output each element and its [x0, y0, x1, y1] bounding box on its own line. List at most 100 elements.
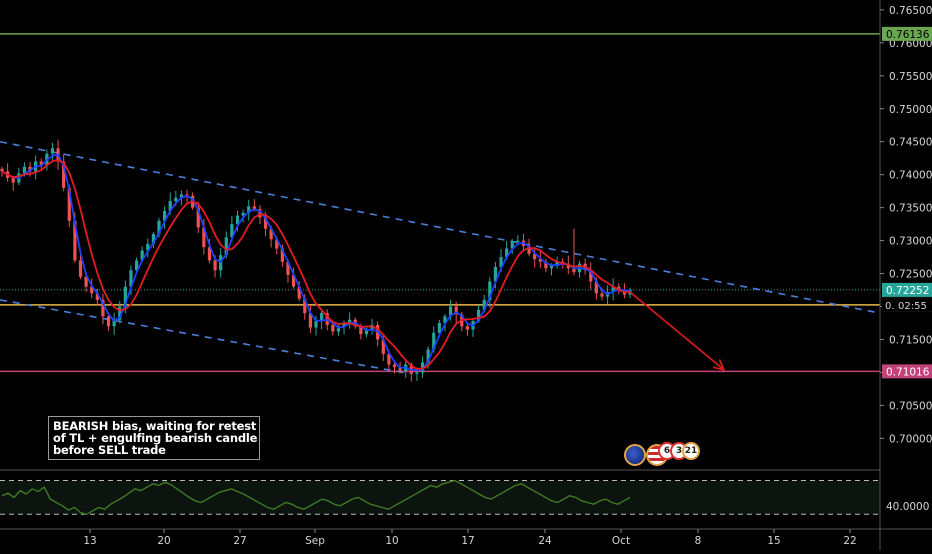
candle-bull	[247, 206, 251, 213]
candle-bear	[39, 161, 43, 165]
time-axis: 13 20 27 Sep 10 17 24 Oct 8 15 22	[0, 528, 932, 547]
candle-bull	[140, 250, 144, 261]
time-tick-label: Sep	[305, 535, 325, 547]
candle-bull	[477, 309, 481, 322]
projection-arrow-line	[629, 291, 725, 371]
candle-bear	[196, 207, 200, 228]
candle-bear	[381, 339, 385, 354]
candle-bull	[549, 265, 554, 269]
countdown-prefix: 0.	[885, 301, 895, 312]
candle-bull	[420, 362, 425, 373]
candle-bull	[348, 319, 352, 323]
candle-bull	[224, 237, 228, 256]
candle-bull	[179, 194, 184, 198]
candle-bull	[157, 220, 161, 234]
time-tick-label: 20	[157, 535, 170, 547]
candle-bull	[134, 260, 139, 271]
candle-bear	[589, 270, 593, 282]
candle-bear	[387, 353, 391, 365]
candle-bear	[207, 247, 212, 261]
candle-bull	[174, 197, 178, 202]
note-line-1: BEARISH bias, waiting for retest	[53, 419, 257, 433]
candle-bear	[454, 306, 458, 315]
candle-bear	[62, 161, 66, 188]
au-flag-icon[interactable]	[624, 444, 646, 466]
candle-bear	[465, 326, 469, 330]
candle-bull	[241, 212, 245, 216]
candle-bull	[336, 326, 341, 332]
candle-bull	[163, 210, 167, 221]
price-tick-label: 0.70000	[889, 433, 932, 445]
time-tick-label: 10	[385, 535, 398, 547]
candle-bear	[359, 326, 363, 335]
candle-bear	[331, 324, 335, 332]
candle-bull	[230, 224, 234, 238]
note-line-3: before SELL trade	[53, 443, 166, 457]
candle-bull	[516, 240, 520, 242]
candle-bear	[269, 228, 273, 240]
candle-bull	[235, 215, 240, 225]
analysis-note[interactable]: BEARISH bias, waiting for retest of TL +…	[48, 416, 260, 460]
candle-bear	[566, 263, 570, 269]
candle-bear	[600, 293, 604, 297]
candle-bull	[493, 266, 498, 282]
candle-bear	[11, 177, 15, 183]
candle-bear	[617, 286, 621, 290]
price-label-box	[882, 26, 932, 41]
time-tick-label: 15	[767, 535, 780, 547]
candle-bull	[320, 313, 324, 322]
time-tick-label: 24	[538, 535, 552, 547]
candle-bull	[364, 329, 369, 335]
candle-bear	[398, 367, 402, 372]
price-tick-label: 0.74000	[889, 170, 932, 182]
candle-bull	[168, 201, 172, 211]
price-tick-label: 0.76500	[889, 5, 932, 17]
candle-bear	[202, 227, 206, 248]
candle-bear	[544, 261, 548, 269]
candle-bull	[50, 148, 55, 154]
time-tick-label: 27	[233, 535, 246, 547]
slow-moving-average	[1, 159, 631, 370]
projection-arrow-layer	[629, 291, 726, 372]
candle-bull	[112, 319, 116, 327]
candle-bull	[123, 286, 127, 307]
candle-bull	[314, 321, 318, 328]
projection-arrow-head	[712, 359, 726, 372]
candle-bear	[275, 239, 279, 249]
candle-bull	[146, 243, 150, 251]
price-tick-label: 0.74500	[889, 137, 932, 149]
candle-bull	[499, 257, 503, 267]
candle-bull	[342, 322, 346, 327]
candle-bear	[95, 293, 99, 300]
event-badge[interactable]: 21	[682, 442, 700, 460]
candle-bull	[426, 349, 430, 363]
candle-bull	[151, 234, 155, 244]
candle-bull	[432, 332, 436, 350]
candle-bear	[533, 253, 537, 260]
economic-events[interactable]: 6 3 21	[624, 442, 704, 470]
fast-moving-average	[1, 153, 631, 372]
candle-bear	[297, 286, 301, 299]
candle-bull	[129, 270, 133, 287]
candle-bull	[488, 281, 492, 300]
candle-bear	[308, 313, 312, 328]
candle-bear	[392, 364, 397, 368]
candle-bear	[263, 217, 268, 229]
candle-bull	[482, 299, 486, 310]
time-tick-label: 8	[695, 535, 702, 547]
candle-bull	[448, 306, 453, 317]
price-tick-label: 0.73000	[889, 236, 932, 248]
candle-bull	[443, 316, 447, 323]
candle-bear	[572, 268, 576, 273]
candle-bull	[415, 372, 419, 374]
candle-bull	[118, 306, 122, 320]
candle-bull	[22, 166, 27, 174]
horizontal-lines-layer	[0, 33, 880, 373]
price-tick-label: 0.75500	[889, 71, 932, 83]
candle-bear	[527, 245, 531, 254]
rsi-tick-label: 40.0000	[886, 501, 929, 513]
time-tick-label: 13	[83, 535, 96, 547]
candle-bear	[101, 299, 105, 317]
